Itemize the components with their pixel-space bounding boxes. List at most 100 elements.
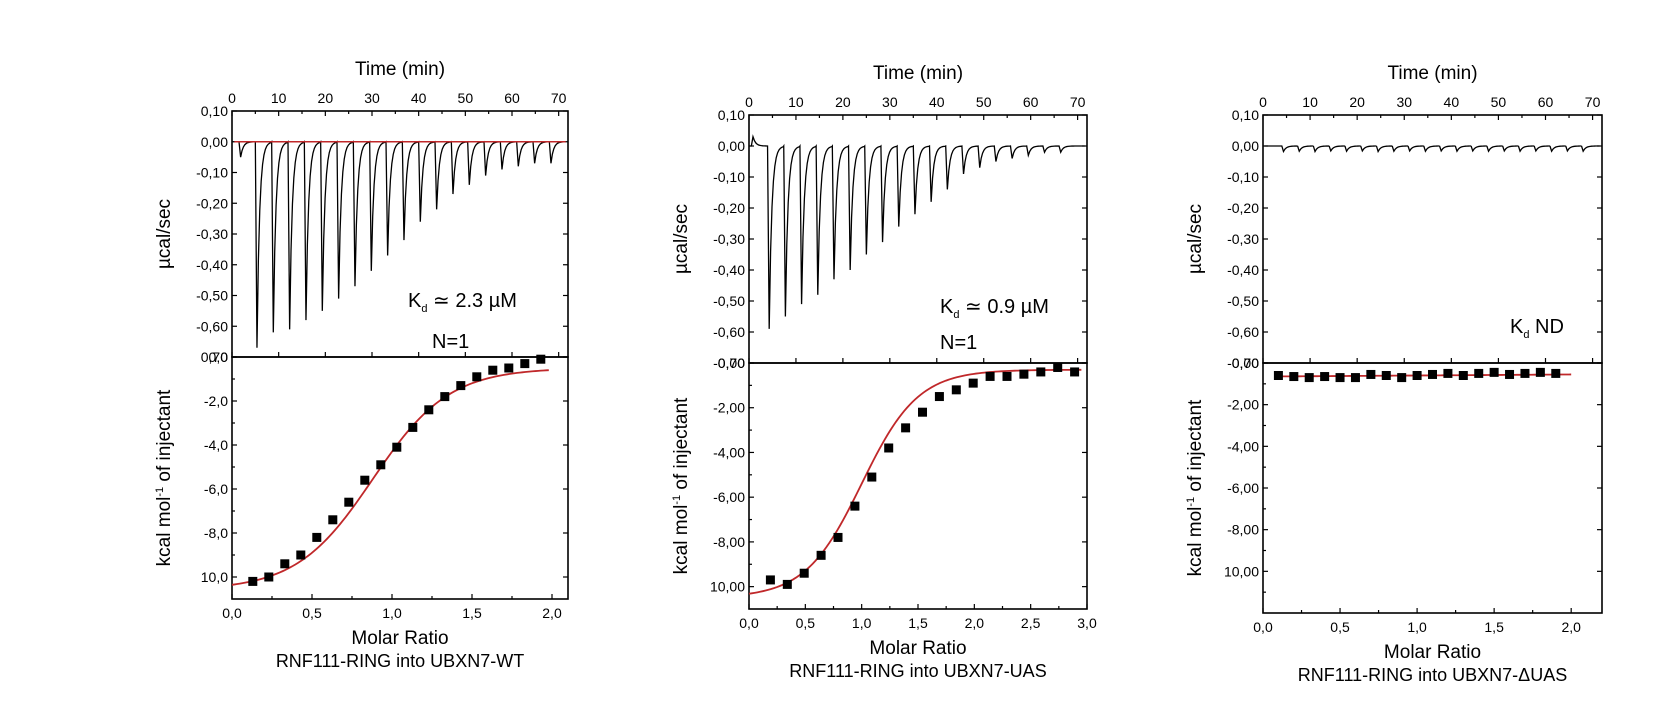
integrated-heat-point [264, 572, 274, 582]
time-tick-label: 50 [976, 94, 992, 110]
ucal-tick-label: -0,60 [1227, 324, 1259, 340]
ucal-tick-label: -0,40 [713, 262, 745, 278]
integrated-heat-point [918, 407, 928, 417]
panel-uas: 0 10 20 30 40 50 60 70 Time (min) 0,10 0,00 -0,10 -0… [671, 63, 1097, 681]
integrated-heat-point [328, 515, 338, 525]
integrated-heat-point [867, 472, 877, 482]
time-tick-label: 10 [1302, 94, 1318, 110]
integrated-heat-point [1397, 373, 1407, 383]
integrated-heat-point [1019, 369, 1029, 379]
heat-tick-label: 0,00 [718, 355, 745, 371]
heat-axis-title-main: kcal mol [1185, 507, 1206, 577]
ratio-tick-label: 2,0 [965, 615, 985, 631]
ucal-tick-label: -0,60 [196, 318, 228, 334]
integrated-heat-point [360, 475, 370, 485]
time-axis-title: Time (min) [1387, 63, 1477, 84]
integrated-heat-point [850, 501, 860, 511]
ucal-tick-label: -0,30 [196, 226, 228, 242]
integrated-heat-point [1443, 368, 1453, 378]
heat-tick-label: 10,00 [710, 579, 745, 595]
heat-tick-label: 10,00 [1224, 563, 1259, 579]
heat-tick-label: -6,00 [1227, 480, 1259, 496]
ucal-tick-label: -0,10 [1227, 169, 1259, 185]
ucal-tick-label: 0,10 [1232, 107, 1259, 123]
ratio-tick-label: 1,5 [908, 615, 928, 631]
time-tick-label: 20 [1349, 94, 1365, 110]
ucal-tick-label: 0,00 [718, 138, 745, 154]
integrated-heat-point [296, 550, 306, 560]
integrated-heat-point [1489, 367, 1499, 377]
heat-axis-title: kcal mol-1 of injectant [154, 389, 175, 566]
integrated-heat-point [376, 460, 386, 470]
kd-subscript: d [421, 303, 427, 315]
heat-tick-label: -2,00 [1227, 397, 1259, 413]
ratio-tick-label: 0,5 [1330, 619, 1350, 635]
panel-caption: RNF111-RING into UBXN7-ΔUAS [1298, 665, 1567, 685]
time-axis-title: Time (min) [355, 59, 445, 80]
integrated-heat-point [1320, 372, 1330, 382]
kd-symbol: K [408, 290, 422, 312]
integrated-heat-point [1036, 367, 1046, 377]
stoichiometry-annotation: N=1 [432, 331, 469, 353]
integrated-heat-point [1304, 373, 1314, 383]
integrated-heat-point [1428, 369, 1437, 379]
ratio-tick-label: 1,0 [1407, 619, 1427, 635]
kd-symbol: K [940, 296, 954, 318]
ucal-tick-label: -0,30 [1227, 231, 1259, 247]
time-tick-label: 60 [504, 90, 520, 106]
kd-subscript: d [953, 309, 959, 321]
ratio-tick-label: 1,5 [1484, 619, 1504, 635]
ucal-tick-label: -0,30 [713, 231, 745, 247]
time-tick-label: 0 [228, 90, 236, 106]
integrated-heat-point [1520, 368, 1530, 378]
time-tick-label: 50 [458, 90, 474, 106]
heat-axis-title: kcal mol-1 of injectant [1185, 399, 1206, 576]
time-tick-label: 70 [1070, 94, 1086, 110]
ratio-tick-label: 0,5 [302, 605, 322, 621]
integrated-heat-point [1474, 368, 1484, 378]
ratio-tick-label: 2,0 [542, 605, 562, 621]
heat-tick-label: -6,0 [204, 481, 228, 497]
heat-tick-label: -4,00 [713, 444, 745, 460]
time-axis-title: Time (min) [873, 63, 963, 84]
ucal-tick-label: -0,40 [1227, 262, 1259, 278]
time-tick-label: 0 [745, 94, 753, 110]
kd-value: ND [1529, 316, 1563, 338]
kd-value: ≃ 0.9 µM [959, 296, 1048, 318]
heat-tick-label: -2,0 [204, 393, 228, 409]
heat-tick-label: -6,00 [713, 489, 745, 505]
bottom-plot-frame [231, 356, 569, 600]
integrated-heat-point [440, 392, 450, 402]
integrated-heat-point [985, 371, 995, 381]
integrated-heat-point [1551, 368, 1561, 378]
ucal-tick-label: -0,50 [713, 293, 745, 309]
time-tick-label: 50 [1491, 94, 1507, 110]
heat-tick-label: -8,00 [1227, 522, 1259, 538]
ucal-tick-label: -0,40 [196, 257, 228, 273]
kd-annotation: Kd ≃ 2.3 µM [408, 290, 517, 315]
integrated-heat-point [1535, 367, 1545, 377]
heat-tick-label: -2,00 [713, 400, 745, 416]
ucal-tick-label: 0,10 [718, 107, 745, 123]
time-tick-label: 20 [835, 94, 851, 110]
time-tick-label: 20 [318, 90, 334, 106]
integrated-heat-point [1335, 373, 1345, 383]
integrated-heat-point [782, 579, 792, 589]
ratio-tick-label: 0,0 [222, 605, 242, 621]
time-tick-label: 40 [929, 94, 945, 110]
time-tick-label: 30 [364, 90, 380, 106]
ucal-tick-label: -0,20 [1227, 200, 1259, 216]
heat-axis-title-superscript: -1 [1185, 497, 1197, 507]
integrated-heat-point [392, 442, 402, 452]
ratio-tick-label: 0,0 [1253, 619, 1273, 635]
integrated-heat-point [536, 354, 546, 364]
integrated-heat-point [472, 372, 482, 382]
integrated-heat-point [1381, 371, 1391, 380]
time-tick-label: 70 [551, 90, 567, 106]
heat-tick-label: 0,0 [209, 349, 229, 365]
integrated-heat-point [424, 405, 434, 415]
ucal-tick-label: -0,20 [713, 200, 745, 216]
time-tick-label: 10 [788, 94, 804, 110]
integrated-heat-point [1002, 371, 1012, 381]
